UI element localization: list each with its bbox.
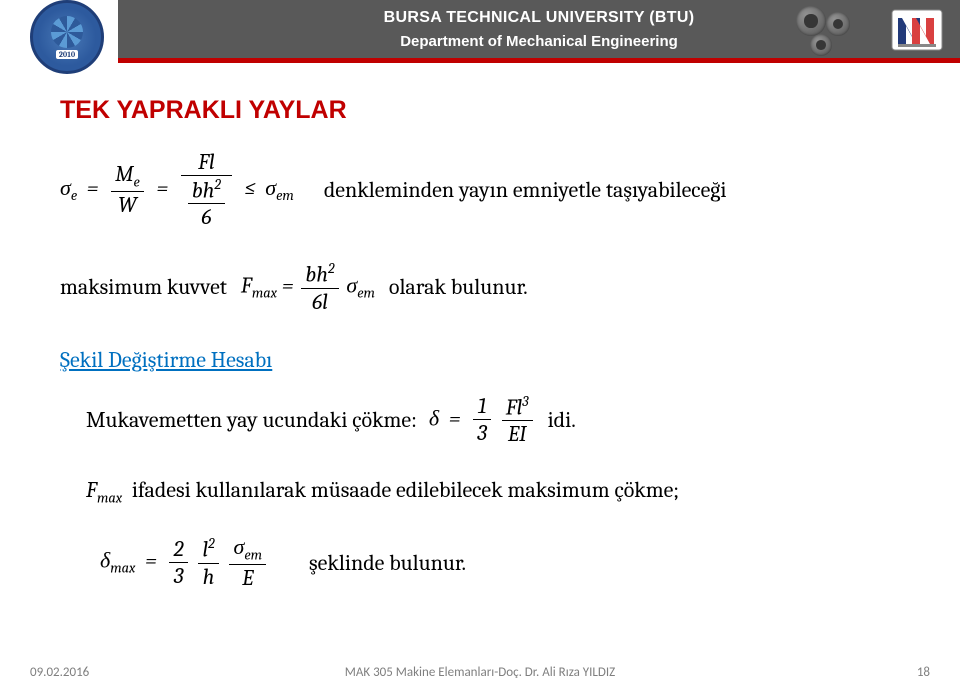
- sym-F: F: [86, 477, 97, 503]
- sub-em: em: [357, 285, 375, 302]
- row1-text: denkleminden yayın emniyetle taşıyabilec…: [324, 177, 727, 203]
- sym-eq: =: [87, 175, 99, 201]
- sym-sigma: σ: [346, 273, 357, 299]
- sym-h: h: [203, 177, 215, 203]
- sym-l: l: [209, 149, 215, 175]
- footer: 09.02.2016 MAK 305 Makine Elemanları-Doç…: [30, 665, 930, 680]
- sym-F: F: [198, 149, 209, 175]
- sym-sigma: σ: [60, 175, 71, 201]
- sub-max: max: [97, 489, 122, 506]
- sup-2: 2: [208, 535, 215, 552]
- m-logo-icon: [890, 6, 944, 54]
- sub-max: max: [252, 285, 277, 302]
- sym-eq: =: [156, 175, 168, 201]
- equation-row-1: σe = Me W = Fl bh2 6 ≤ σem denkleminden …: [60, 149, 900, 230]
- sym-6: 6: [312, 289, 322, 315]
- sym-M: M: [115, 161, 133, 187]
- sym-E: E: [508, 421, 519, 447]
- sym-3: 3: [169, 563, 187, 589]
- equation-row-3: Mukavemetten yay ucundaki çökme: δ = 1 3…: [86, 393, 900, 447]
- footer-date: 09.02.2016: [30, 665, 89, 680]
- row3-before: Mukavemetten yay ucundaki çökme:: [86, 407, 417, 433]
- row3-after: idi.: [548, 407, 576, 433]
- sub-em: em: [244, 547, 262, 564]
- logo-year: 2010: [56, 50, 78, 59]
- equation-row-2: maksimum kuvvet Fmax = bh2 6l σem olarak…: [60, 260, 900, 314]
- equation-delta-max: δmax = 2 3 l2 h σem E: [100, 534, 269, 590]
- row4: Fmax ifadesi kullanılarak müsaade edileb…: [86, 477, 900, 506]
- sup-2: 2: [214, 176, 221, 193]
- sym-delta: δ: [100, 548, 110, 574]
- content: TEK YAPRAKLI YAYLAR σe = Me W = Fl bh2 6…: [0, 76, 960, 591]
- sym-W: W: [111, 192, 144, 218]
- sym-l: l: [322, 289, 328, 315]
- header-subtitle: Department of Mechanical Engineering: [400, 33, 678, 50]
- header: BURSA TECHNICAL UNIVERSITY (BTU) Departm…: [0, 0, 960, 76]
- sym-h: h: [316, 262, 328, 288]
- sym-le: ≤: [245, 175, 256, 201]
- gears-icon: [796, 6, 852, 56]
- logo-emblem-icon: [51, 16, 83, 48]
- equation-sigma-e: σe = Me W = Fl bh2 6 ≤ σem: [60, 149, 294, 230]
- sym-fmax-inline: Fmax: [86, 477, 127, 503]
- footer-course: MAK 305 Makine Elemanları-Doç. Dr. Ali R…: [345, 665, 615, 680]
- accent-line: [118, 58, 960, 63]
- sym-sigma: σ: [265, 175, 276, 201]
- sym-1: 1: [473, 393, 491, 420]
- row4-text: ifadesi kullanılarak müsaade edilebilece…: [132, 477, 679, 503]
- sym-delta: δ: [429, 405, 439, 431]
- sym-b: b: [192, 177, 203, 203]
- sym-eq: =: [449, 405, 461, 431]
- sub-max: max: [110, 560, 135, 577]
- sym-b: b: [305, 262, 316, 288]
- equation-row-5: δmax = 2 3 l2 h σem E şeklinde bulunur.: [100, 534, 900, 590]
- header-title: BURSA TECHNICAL UNIVERSITY (BTU): [384, 9, 695, 27]
- sym-h: h: [198, 564, 218, 590]
- sym-eq: =: [282, 273, 294, 299]
- equation-delta: δ = 1 3 Fl3 EI: [429, 393, 536, 447]
- sym-6: 6: [188, 204, 225, 230]
- sym-F: F: [506, 394, 517, 420]
- sup-3: 3: [522, 393, 528, 410]
- sym-sigma: σ: [233, 534, 244, 560]
- sub-e: e: [134, 174, 140, 191]
- gear-icon: [810, 34, 832, 56]
- university-logo: 2010: [30, 0, 104, 74]
- sub-em: em: [276, 187, 294, 204]
- sym-F: F: [241, 273, 252, 299]
- sub-e: e: [71, 187, 77, 204]
- sym-E: E: [229, 565, 266, 591]
- sym-I: I: [519, 421, 526, 447]
- gear-icon: [826, 12, 850, 36]
- section-title: TEK YAPRAKLI YAYLAR: [60, 96, 900, 125]
- sym-2: 2: [169, 536, 187, 563]
- row2-after: olarak bulunur.: [389, 274, 528, 300]
- row2-before: maksimum kuvvet: [60, 274, 227, 300]
- sup-2: 2: [328, 260, 335, 277]
- equation-fmax: Fmax = bh2 6l σem: [241, 260, 375, 314]
- row5-after: şeklinde bulunur.: [309, 550, 466, 576]
- sym-eq: =: [145, 548, 157, 574]
- footer-page: 18: [917, 665, 930, 680]
- subheading: Şekil Değiştirme Hesabı: [60, 347, 900, 373]
- sym-3: 3: [473, 420, 491, 446]
- gear-icon: [796, 6, 826, 36]
